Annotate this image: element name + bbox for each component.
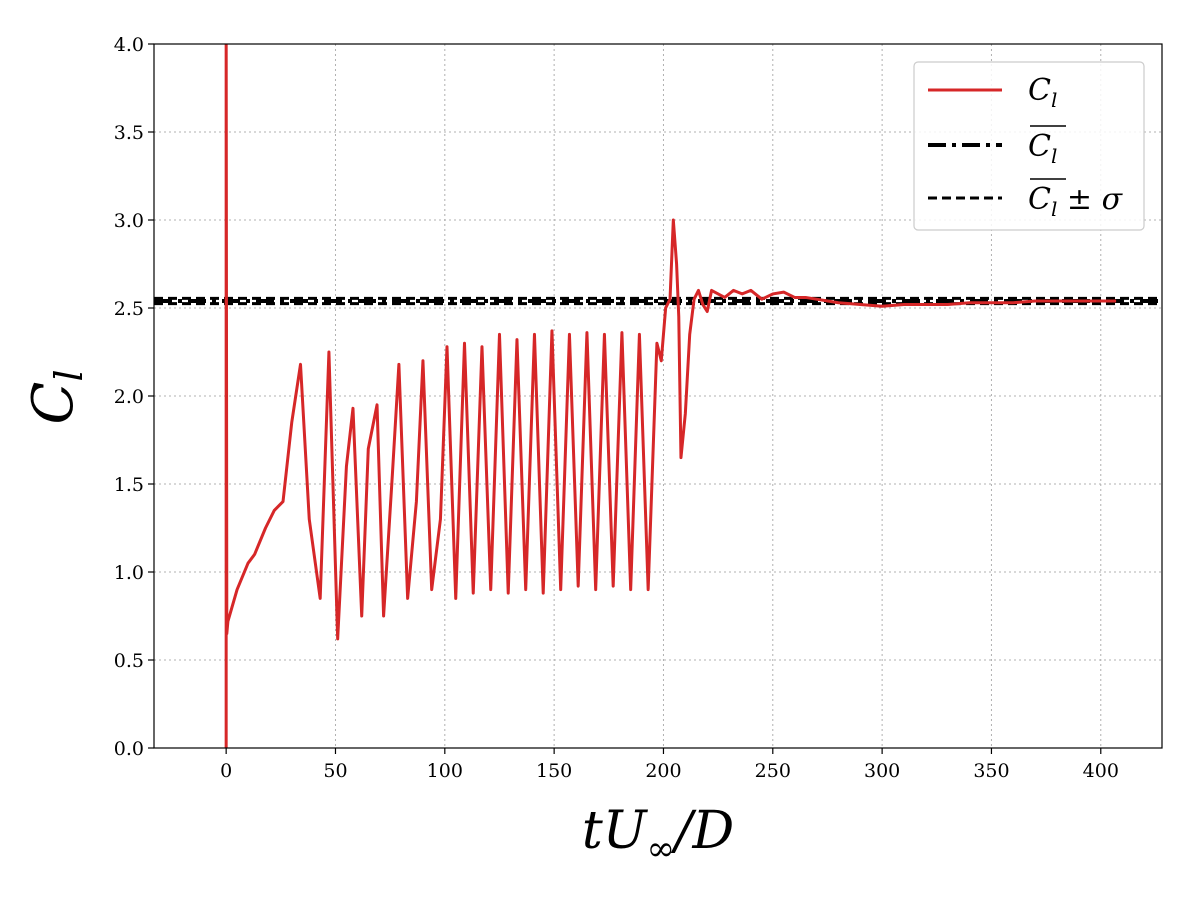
y-axis-title-sub: l [47, 369, 91, 381]
x-tick-label: 50 [323, 760, 347, 782]
y-tick-label: 1.5 [114, 474, 144, 496]
y-axis-title: Cl [21, 369, 91, 424]
x-tick-label: 300 [864, 760, 900, 782]
x-tick-label: 100 [427, 760, 463, 782]
series-layer [154, 44, 1162, 748]
y-tick-label: 3.0 [114, 210, 144, 232]
x-tick-label: 250 [755, 760, 791, 782]
x-tick-label: 150 [536, 760, 572, 782]
y-axis-title-C: C [21, 382, 86, 425]
y-tick-label: 3.5 [114, 122, 144, 144]
x-axis-title: tU∞/D [582, 801, 734, 869]
y-tick-label: 4.0 [114, 34, 144, 56]
legend: Cl Cl Cl ± σ [913, 61, 1145, 231]
cl-series-line [224, 44, 1117, 748]
y-tick-label: 2.0 [114, 386, 144, 408]
legend-box [913, 61, 1145, 231]
ticks: 0 50 100 150 200 250 300 350 400 0.0 0.5 1.0 1.5 2.0 2… [114, 34, 1119, 782]
legend-label-std: Cl ± σ [1028, 182, 1124, 221]
x-axis-title-slashD: /D [670, 801, 734, 861]
x-tick-label: 0 [220, 760, 232, 782]
y-tick-label: 0.0 [114, 738, 144, 760]
x-axis-title-U: U [603, 801, 649, 861]
x-tick-label: 200 [645, 760, 681, 782]
x-axis-title-inf: ∞ [647, 829, 675, 869]
y-tick-label: 2.5 [114, 298, 144, 320]
y-tick-label: 0.5 [114, 650, 144, 672]
x-tick-label: 350 [973, 760, 1009, 782]
x-axis-title-t: t [582, 801, 603, 861]
x-tick-label: 400 [1083, 760, 1119, 782]
y-tick-label: 1.0 [114, 562, 144, 584]
